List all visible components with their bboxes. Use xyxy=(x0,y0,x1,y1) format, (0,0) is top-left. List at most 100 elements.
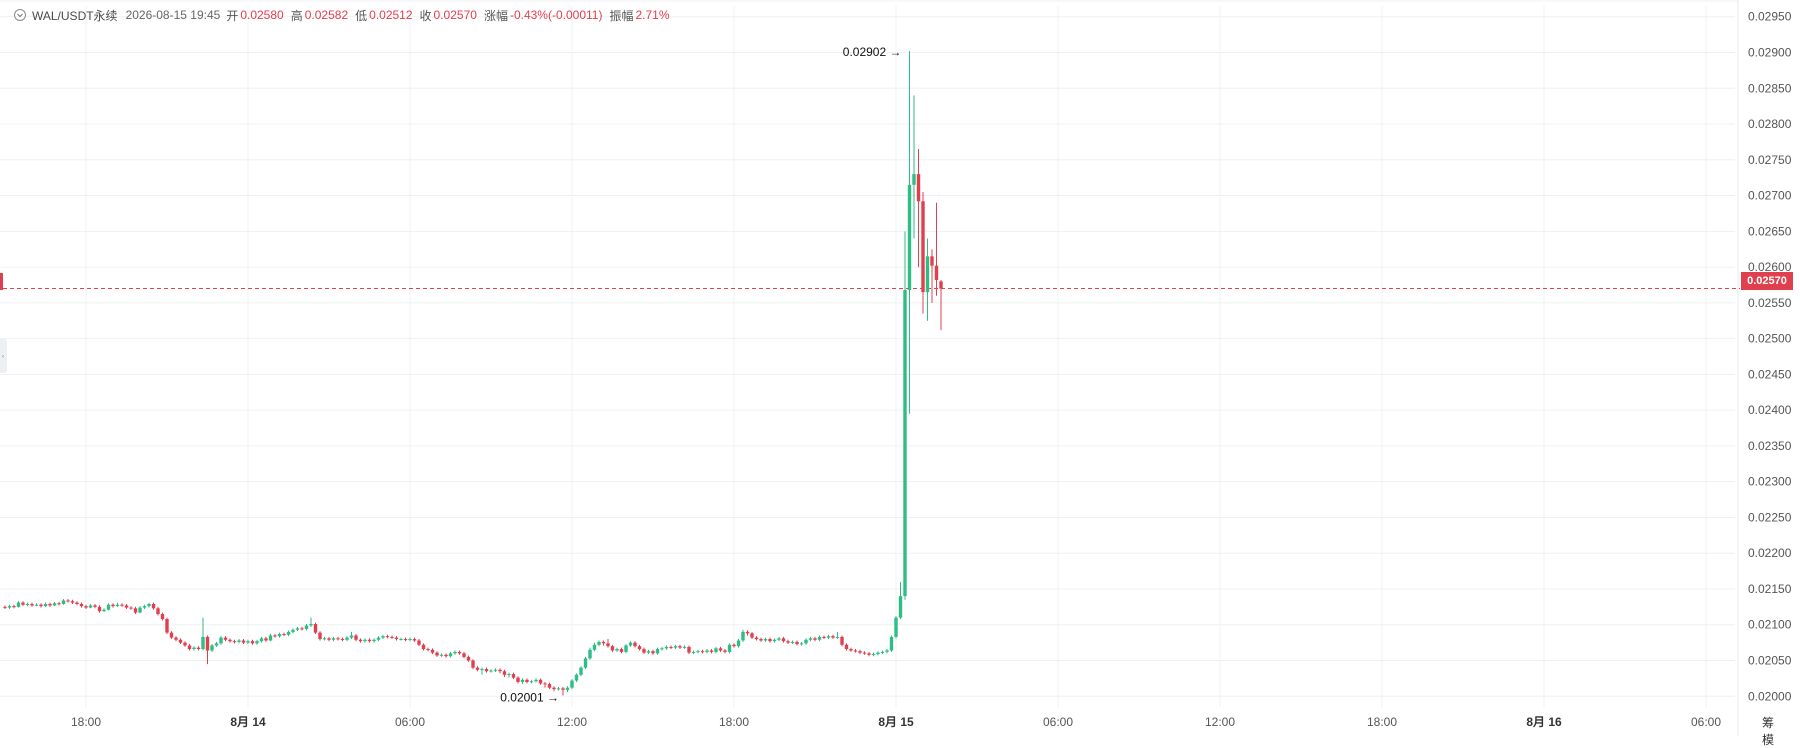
x-tick-label: 8月 14 xyxy=(230,715,266,729)
candle xyxy=(840,635,844,647)
corner-tools[interactable]: 筹 模 xyxy=(1762,716,1781,747)
y-tick-label: 0.02500 xyxy=(1748,332,1792,346)
y-tick-label: 0.02950 xyxy=(1748,10,1792,24)
candle-body xyxy=(439,654,444,656)
candle-body xyxy=(201,636,205,650)
candle xyxy=(214,641,219,647)
y-tick-label: 0.02350 xyxy=(1748,439,1792,453)
candle-body xyxy=(313,624,318,633)
candle-body xyxy=(327,638,331,640)
candle-body xyxy=(588,649,592,659)
candle xyxy=(435,651,439,657)
candle-body xyxy=(583,658,588,668)
candle xyxy=(858,649,862,655)
candle-body xyxy=(664,646,669,649)
candle xyxy=(187,644,192,651)
candle xyxy=(327,636,331,642)
candle-body xyxy=(376,637,381,640)
candle xyxy=(790,640,795,645)
candle-body xyxy=(102,609,106,612)
candle xyxy=(633,641,637,648)
candle xyxy=(133,606,138,615)
candle-body xyxy=(511,674,516,678)
candle xyxy=(484,667,489,673)
candle-body xyxy=(70,601,75,603)
candle-body xyxy=(678,646,682,648)
y-tick-label: 0.02750 xyxy=(1748,153,1792,167)
candle xyxy=(502,669,507,677)
candle xyxy=(97,605,102,613)
candle-body xyxy=(304,625,309,630)
candle xyxy=(129,606,133,610)
candle xyxy=(736,639,741,648)
candle xyxy=(219,636,223,645)
candle-body xyxy=(754,637,759,640)
candle-body xyxy=(750,633,754,638)
candle-body xyxy=(223,637,228,640)
candle xyxy=(111,603,115,608)
y-tick-label: 0.02900 xyxy=(1748,45,1792,59)
candle xyxy=(768,637,772,643)
candle xyxy=(403,637,408,642)
chevron-circle-icon[interactable] xyxy=(14,9,26,21)
candle-body xyxy=(592,644,597,650)
y-tick-label: 0.02200 xyxy=(1748,546,1792,560)
candle xyxy=(588,647,592,660)
candle-body xyxy=(628,642,633,646)
candle xyxy=(574,673,579,682)
candle xyxy=(907,51,912,414)
candle-body xyxy=(898,596,903,618)
candle-body xyxy=(547,684,552,688)
candle-body xyxy=(633,642,637,647)
candle xyxy=(120,603,124,607)
candle-body xyxy=(88,605,93,608)
candle xyxy=(538,678,543,685)
candle xyxy=(732,643,736,648)
candle-body xyxy=(610,646,615,651)
candle xyxy=(682,645,687,650)
candle xyxy=(754,636,759,641)
candle-body xyxy=(696,651,700,653)
candle xyxy=(430,648,435,655)
x-tick-label: 12:00 xyxy=(557,715,587,729)
candle xyxy=(421,643,426,651)
candle xyxy=(480,667,484,675)
candle-body xyxy=(133,608,138,613)
candle xyxy=(876,651,880,656)
candle-body xyxy=(241,640,246,643)
candle xyxy=(48,602,52,607)
candle xyxy=(678,644,682,650)
candle xyxy=(556,686,561,691)
candle-body xyxy=(340,639,345,641)
candle xyxy=(340,637,345,642)
candle-body xyxy=(552,687,556,690)
change-label: 涨幅 xyxy=(483,8,508,23)
candle xyxy=(741,629,745,642)
candle-body xyxy=(727,644,732,652)
candle-body xyxy=(651,651,655,654)
candle-body xyxy=(57,603,61,605)
candle xyxy=(309,617,313,627)
candle-body xyxy=(925,256,930,293)
candle-body xyxy=(912,174,916,185)
candle-body xyxy=(705,650,709,652)
candle xyxy=(426,647,430,652)
candle xyxy=(210,644,214,652)
candle xyxy=(651,649,655,655)
candle-body xyxy=(529,681,534,683)
candle-body xyxy=(894,617,898,637)
candle xyxy=(34,603,39,607)
candle-body xyxy=(106,604,111,610)
candle xyxy=(516,676,520,684)
candle-body xyxy=(880,651,885,653)
candle xyxy=(52,601,57,607)
candle xyxy=(880,650,885,655)
candle-body xyxy=(871,654,876,656)
candle-body xyxy=(556,688,561,690)
candle-body xyxy=(786,641,790,643)
candle xyxy=(655,647,660,655)
panel-handle-icon[interactable]: ‹ xyxy=(0,339,7,373)
candle-body xyxy=(318,632,322,640)
amplitude-label: 振幅 xyxy=(609,8,634,23)
candle-body xyxy=(777,638,781,640)
